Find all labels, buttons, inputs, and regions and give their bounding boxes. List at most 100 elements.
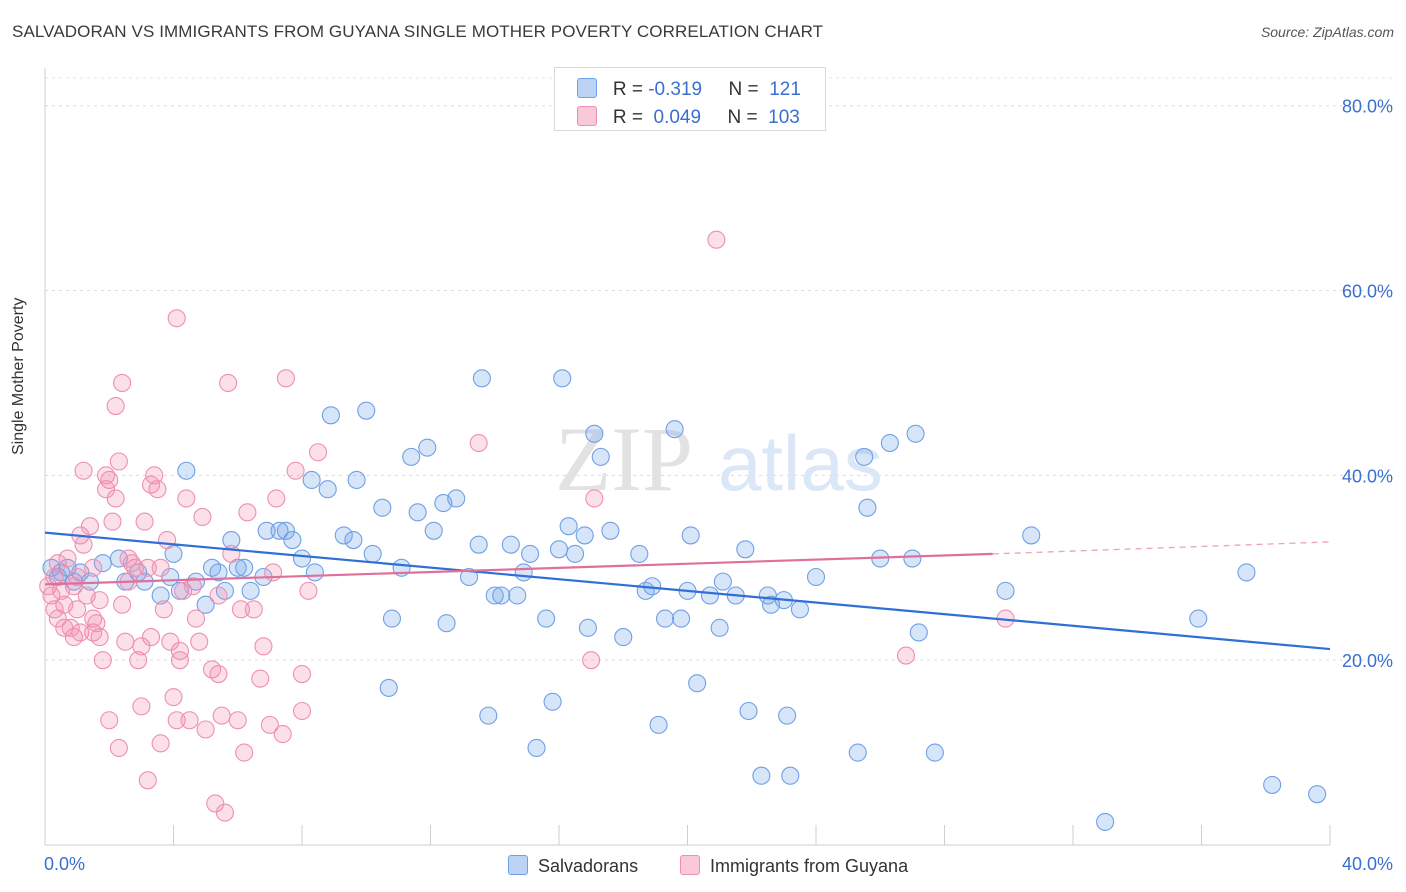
- salvadoran-point: [578, 618, 597, 637]
- salvadoran-point: [196, 595, 215, 614]
- guyana-point: [585, 489, 604, 508]
- guyana-point: [68, 567, 87, 587]
- salvadoran-point: [566, 544, 585, 563]
- salvadoran-point: [925, 743, 944, 762]
- guyana-point: [206, 794, 225, 813]
- salvadoran-point: [903, 549, 922, 568]
- salvadoran-point: [806, 567, 826, 587]
- salvadoran-point: [344, 530, 363, 550]
- salvadoran-point: [447, 489, 466, 508]
- salvadoran-point: [373, 498, 392, 517]
- guyana-point: [707, 230, 726, 249]
- guyana-point: [174, 581, 193, 600]
- salvadoran-point: [479, 706, 498, 725]
- salvadorans-points: [42, 369, 1327, 831]
- salvadoran-point: [672, 609, 691, 628]
- salvadoran-point: [321, 406, 340, 425]
- guyana-point: [292, 664, 312, 684]
- legend-swatch-salvadorans: [577, 78, 597, 98]
- salvadoran-point: [514, 563, 533, 582]
- guyana-point: [196, 720, 215, 739]
- salvadoran-point: [713, 572, 732, 591]
- salvadoran-point: [1308, 785, 1327, 804]
- guyana-point: [215, 803, 234, 822]
- legend-n-value: 121: [769, 79, 801, 100]
- series-legend-salvadorans: Salvadorans: [508, 852, 638, 877]
- salvadoran-point: [305, 563, 324, 582]
- guyana-point: [219, 373, 238, 393]
- guyana-point: [309, 443, 328, 462]
- guyana-point: [84, 609, 103, 628]
- salvadoran-point: [472, 369, 491, 388]
- guyana-point: [74, 535, 93, 554]
- series-legend-guyana: Immigrants from Guyana: [680, 852, 908, 877]
- guyana-point: [276, 369, 295, 388]
- salvadoran-point: [688, 674, 707, 693]
- guyana-point: [260, 715, 279, 734]
- guyana-point: [84, 558, 103, 577]
- guyana-point: [145, 466, 164, 485]
- watermark-zip: ZIP: [555, 408, 693, 510]
- guyana-point: [141, 628, 161, 647]
- tick-labels: 20.0% 40.0% 60.0% 80.0% 0.0% 40.0%: [44, 97, 1393, 874]
- salvadoran-point: [241, 581, 260, 600]
- salvadoran-point: [379, 678, 398, 697]
- salvadoran-point: [151, 586, 170, 605]
- guyana-point: [109, 738, 128, 758]
- watermark-atlas: atlas: [718, 419, 883, 507]
- salvadoran-point: [402, 447, 421, 466]
- legend-r-value: 0.049: [653, 107, 702, 128]
- salvadoran-point: [543, 692, 562, 711]
- guyana-point: [177, 489, 196, 508]
- trend-lines: [44, 531, 1331, 651]
- salvadoran-point: [630, 544, 649, 563]
- guyana-point: [58, 549, 77, 568]
- guyana-point: [212, 706, 231, 725]
- legend-r-label: R =: [612, 107, 643, 128]
- salvadoran-point: [880, 433, 899, 453]
- salvadoran-point: [177, 461, 196, 480]
- salvadoran-point: [1263, 775, 1282, 794]
- salvadoran-point: [257, 521, 276, 540]
- guyana-point: [100, 470, 119, 490]
- guyana-point: [113, 595, 132, 614]
- salvadoran-point: [601, 521, 620, 540]
- salvadoran-point: [469, 535, 488, 554]
- salvadoran-point: [318, 480, 337, 499]
- guyana-points: [39, 230, 1015, 822]
- guyana-point: [161, 632, 180, 651]
- guyana-point: [151, 558, 170, 577]
- salvadoran-point: [710, 618, 729, 637]
- guyana-point: [125, 558, 144, 577]
- salvadoran-point: [292, 549, 312, 568]
- guyana-point: [103, 512, 122, 531]
- guyana-point: [80, 517, 100, 536]
- guyana-point: [42, 586, 61, 605]
- salvadoran-point: [215, 581, 234, 600]
- salvadoran-point: [549, 540, 569, 559]
- guyana-point: [299, 581, 318, 600]
- guyana-point: [180, 711, 199, 730]
- salvadoran-point: [203, 558, 222, 577]
- guyana-point: [292, 701, 312, 721]
- salvadoran-point: [363, 544, 382, 563]
- salvadoran-point: [681, 526, 700, 545]
- guyana-point: [138, 771, 157, 790]
- guyana-point: [68, 600, 87, 619]
- salvadoran-point: [408, 503, 427, 522]
- salvadoran-point: [235, 558, 254, 577]
- guyana-point: [74, 461, 93, 480]
- salvadoran-point: [1189, 609, 1208, 628]
- salvadoran-point: [283, 530, 302, 550]
- salvadoran-point: [614, 628, 633, 647]
- guyana-point: [138, 558, 157, 577]
- guyana-point: [55, 618, 74, 637]
- legend-n-value: 103: [768, 107, 800, 128]
- guyana-point: [132, 637, 151, 656]
- salvadoran-point: [437, 614, 456, 633]
- x-tick-label: 0.0%: [44, 854, 85, 874]
- guyana-point: [64, 628, 83, 647]
- guyana-point: [273, 725, 292, 744]
- salvadoran-point: [537, 609, 556, 628]
- salvadoran-point: [1237, 563, 1256, 582]
